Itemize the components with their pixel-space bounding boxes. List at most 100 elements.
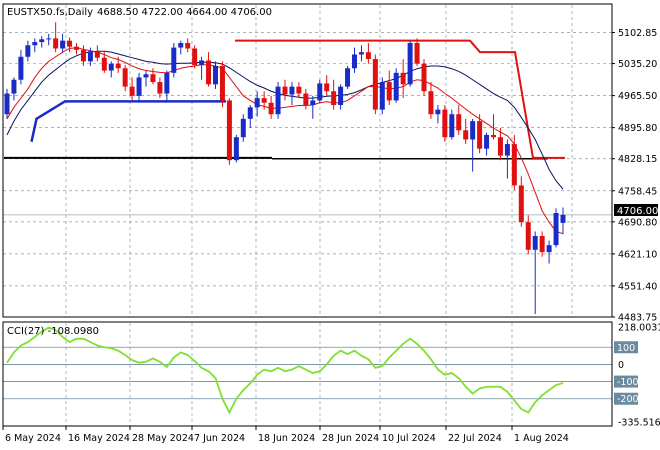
- price-tick-label: 5035.20: [618, 59, 657, 70]
- candle: [150, 68, 156, 85]
- candle: [94, 45, 100, 62]
- candle-body: [463, 130, 469, 140]
- candle: [213, 61, 218, 89]
- candle-body: [352, 54, 357, 69]
- cci-tick-label: -200: [617, 394, 639, 405]
- candle-body: [379, 82, 385, 110]
- candle-body: [497, 137, 503, 156]
- candle-body: [358, 52, 364, 55]
- candle-body: [122, 68, 128, 87]
- candle-body: [11, 79, 17, 94]
- cci-level-badge: [614, 392, 638, 405]
- date-tick-label: 7 Jun 2024: [194, 433, 245, 444]
- candle-body: [275, 86, 281, 115]
- cci-level-badge: [614, 375, 638, 388]
- support-line-blue: [30, 100, 226, 143]
- candle: [372, 54, 378, 115]
- candle: [25, 40, 31, 62]
- candle: [504, 139, 510, 179]
- candle-body: [240, 118, 246, 138]
- candle: [247, 105, 253, 128]
- candle: [268, 95, 274, 119]
- candle-body: [80, 49, 86, 62]
- date-tick-label: 28 May 2024: [132, 433, 194, 444]
- candle-body: [108, 63, 114, 71]
- candle-body: [219, 65, 225, 101]
- candle: [80, 45, 86, 66]
- candle: [178, 40, 184, 55]
- candle: [219, 61, 225, 108]
- candle: [421, 59, 427, 96]
- price-tick-label: 4551.40: [618, 281, 657, 292]
- price-tick-label: 4965.50: [618, 91, 657, 102]
- date-tick-label: 1 Aug 2024: [514, 433, 569, 444]
- candle-body: [324, 83, 330, 92]
- candle: [317, 79, 323, 103]
- cci-label: CCI(27) -108.0980: [7, 326, 99, 337]
- price-tick-label: 4758.45: [618, 186, 657, 197]
- cci-tick-label: 0: [618, 360, 624, 371]
- price-tick-label: 4895.80: [618, 123, 657, 134]
- candle-body: [442, 109, 448, 138]
- candle-body: [428, 91, 434, 115]
- candle-body: [39, 39, 45, 43]
- candle-body: [261, 98, 267, 103]
- candle: [39, 36, 45, 48]
- candle-body: [60, 40, 66, 49]
- candle: [67, 37, 73, 53]
- candle: [32, 38, 38, 53]
- candle: [296, 82, 302, 99]
- candle: [477, 114, 483, 154]
- candle: [206, 52, 212, 87]
- candle-body: [345, 68, 351, 87]
- candle-body: [511, 144, 517, 186]
- candle: [442, 105, 448, 142]
- candle-body: [518, 185, 524, 223]
- candle: [143, 70, 149, 87]
- candle-body: [53, 38, 59, 49]
- candle-body: [143, 74, 149, 78]
- candle-body: [87, 51, 93, 62]
- candle-body: [484, 134, 490, 149]
- candle-body: [206, 60, 212, 85]
- candle-body: [67, 40, 73, 47]
- candle: [254, 91, 260, 117]
- last-price-label: 4706.00: [617, 206, 658, 217]
- candle-body: [32, 42, 38, 46]
- candle: [275, 82, 281, 119]
- price-tick-label: 4690.80: [618, 217, 657, 228]
- candle: [379, 77, 385, 115]
- candle-body: [407, 42, 413, 85]
- cci-level-badge: [614, 341, 638, 354]
- candle: [331, 79, 337, 110]
- candle: [101, 52, 107, 73]
- date-tick-label: 6 May 2024: [5, 433, 61, 444]
- candle: [518, 176, 524, 227]
- candle: [497, 128, 503, 161]
- grid-layer: [3, 5, 612, 426]
- candle-body: [185, 42, 191, 49]
- candle-body: [18, 56, 24, 80]
- candle: [164, 70, 170, 103]
- candle-body: [247, 107, 253, 119]
- price-tick-label: 4621.10: [618, 249, 657, 260]
- candle: [261, 91, 267, 110]
- candle-body: [303, 93, 309, 106]
- candle-body: [4, 93, 10, 115]
- candle: [463, 118, 469, 145]
- candle-body: [532, 236, 538, 250]
- candle-body: [25, 45, 31, 57]
- price-tick-label: 4483.75: [618, 313, 657, 324]
- candle-body: [393, 72, 399, 101]
- candle: [171, 42, 177, 78]
- candle: [74, 42, 79, 55]
- candle: [240, 114, 246, 142]
- candle-body: [289, 86, 295, 95]
- header-ohlc: 4688.50 4722.00 4664.00 4706.00: [97, 7, 272, 18]
- candle: [18, 49, 24, 85]
- candle: [136, 72, 142, 103]
- candle-body: [296, 86, 302, 94]
- candle-body: [94, 51, 100, 58]
- cci-tick-label: -335.5161: [618, 418, 660, 429]
